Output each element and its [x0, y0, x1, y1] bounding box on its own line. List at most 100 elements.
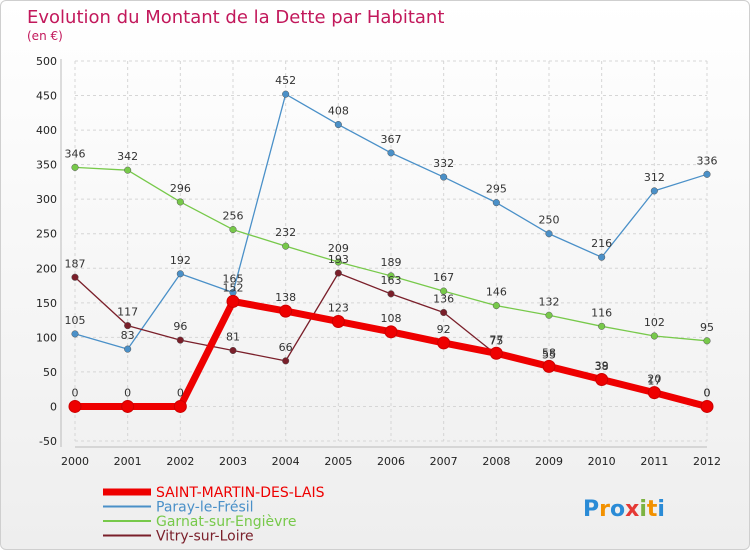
x-tick-label: 2008: [482, 455, 510, 468]
data-label: 0: [177, 386, 184, 399]
data-label: 295: [486, 183, 507, 196]
data-label: 117: [117, 306, 138, 319]
data-label: 136: [433, 292, 454, 305]
data-label: 167: [433, 271, 454, 284]
data-point: [282, 357, 290, 365]
data-label: 342: [117, 150, 138, 163]
data-label: 332: [433, 157, 454, 170]
data-label: 232: [275, 226, 296, 239]
y-tick-label: 450: [36, 90, 57, 103]
x-tick-label: 2007: [430, 455, 458, 468]
y-tick-label: 500: [36, 55, 57, 68]
y-tick-label: 350: [36, 159, 57, 172]
data-point: [545, 311, 553, 319]
legend-label: Vitry-sur-Loire: [156, 529, 254, 545]
y-tick-label: -50: [39, 435, 57, 448]
data-label: 66: [279, 341, 293, 354]
data-label: 38: [595, 360, 609, 373]
data-label: 165: [223, 272, 244, 285]
data-label: 77: [489, 333, 503, 346]
y-tick-label: 300: [36, 193, 57, 206]
data-point: [282, 242, 290, 250]
data-label: 452: [275, 74, 296, 87]
x-tick-label: 2010: [588, 455, 616, 468]
data-label: 102: [644, 316, 665, 329]
data-label: 108: [381, 312, 402, 325]
data-label: 187: [65, 257, 86, 270]
data-point: [598, 322, 606, 330]
data-label: 193: [328, 253, 349, 266]
data-point: [331, 314, 345, 328]
data-label: 95: [700, 321, 714, 334]
data-label: 0: [124, 386, 131, 399]
data-label: 408: [328, 105, 349, 118]
data-point: [489, 346, 503, 360]
data-point: [387, 149, 395, 157]
legend: SAINT-MARTIN-DES-LAISParay-le-FrésilGarn…: [103, 485, 325, 545]
y-tick-label: 150: [36, 297, 57, 310]
legend-label: Paray-le-Frésil: [156, 500, 254, 516]
data-label: 152: [223, 281, 244, 294]
y-tick-label: 50: [43, 366, 57, 379]
data-label: 83: [121, 329, 135, 342]
data-label: 0: [72, 386, 79, 399]
data-label: 209: [328, 242, 349, 255]
data-label: 55: [542, 348, 556, 361]
data-point: [598, 253, 606, 261]
data-point: [595, 373, 609, 387]
x-tick-label: 2004: [272, 455, 300, 468]
data-point: [176, 198, 184, 206]
legend-label: SAINT-MARTIN-DES-LAIS: [156, 485, 325, 501]
data-label: 75: [489, 335, 503, 348]
data-point: [647, 386, 661, 400]
data-point: [492, 199, 500, 207]
data-label: 216: [591, 237, 612, 250]
x-tick-label: 2012: [693, 455, 721, 468]
data-label: 250: [539, 214, 560, 227]
data-point: [703, 337, 711, 345]
data-point: [384, 325, 398, 339]
data-point: [334, 121, 342, 129]
data-label: 296: [170, 182, 191, 195]
data-label: 312: [644, 171, 665, 184]
x-tick-label: 2009: [535, 455, 563, 468]
data-point: [387, 290, 395, 298]
data-point: [545, 230, 553, 238]
data-label: 256: [223, 210, 244, 223]
data-label: 81: [226, 330, 240, 343]
data-point: [226, 294, 240, 308]
data-label: 17: [647, 375, 661, 388]
y-tick-label: 400: [36, 124, 57, 137]
data-point: [124, 345, 132, 353]
data-point: [121, 399, 135, 413]
data-label: 146: [486, 286, 507, 299]
data-point: [68, 399, 82, 413]
data-point: [440, 308, 448, 317]
chart-subtitle: (en €): [27, 29, 63, 43]
data-point: [229, 346, 237, 355]
data-point: [282, 90, 290, 98]
data-point: [334, 258, 342, 266]
data-label: 336: [697, 154, 718, 167]
data-point: [176, 270, 184, 278]
data-label: 163: [381, 274, 402, 287]
data-label: 20: [647, 373, 661, 386]
x-tick-label: 2001: [114, 455, 142, 468]
data-label: 132: [539, 295, 560, 308]
proxiti-logo: Proxiti: [583, 497, 665, 522]
x-tick-label: 2003: [219, 455, 247, 468]
data-label: 92: [437, 323, 451, 336]
data-point: [71, 273, 79, 281]
data-point: [492, 302, 500, 310]
data-point: [440, 287, 448, 295]
series-layer: [68, 90, 714, 413]
data-label: 138: [275, 291, 296, 304]
data-label: 96: [173, 320, 187, 333]
legend-label: Garnat-sur-Engièvre: [156, 514, 296, 530]
data-label: 105: [65, 314, 86, 327]
y-tick-label: 250: [36, 228, 57, 241]
x-tick-label: 2002: [166, 455, 194, 468]
data-label: 367: [381, 133, 402, 146]
